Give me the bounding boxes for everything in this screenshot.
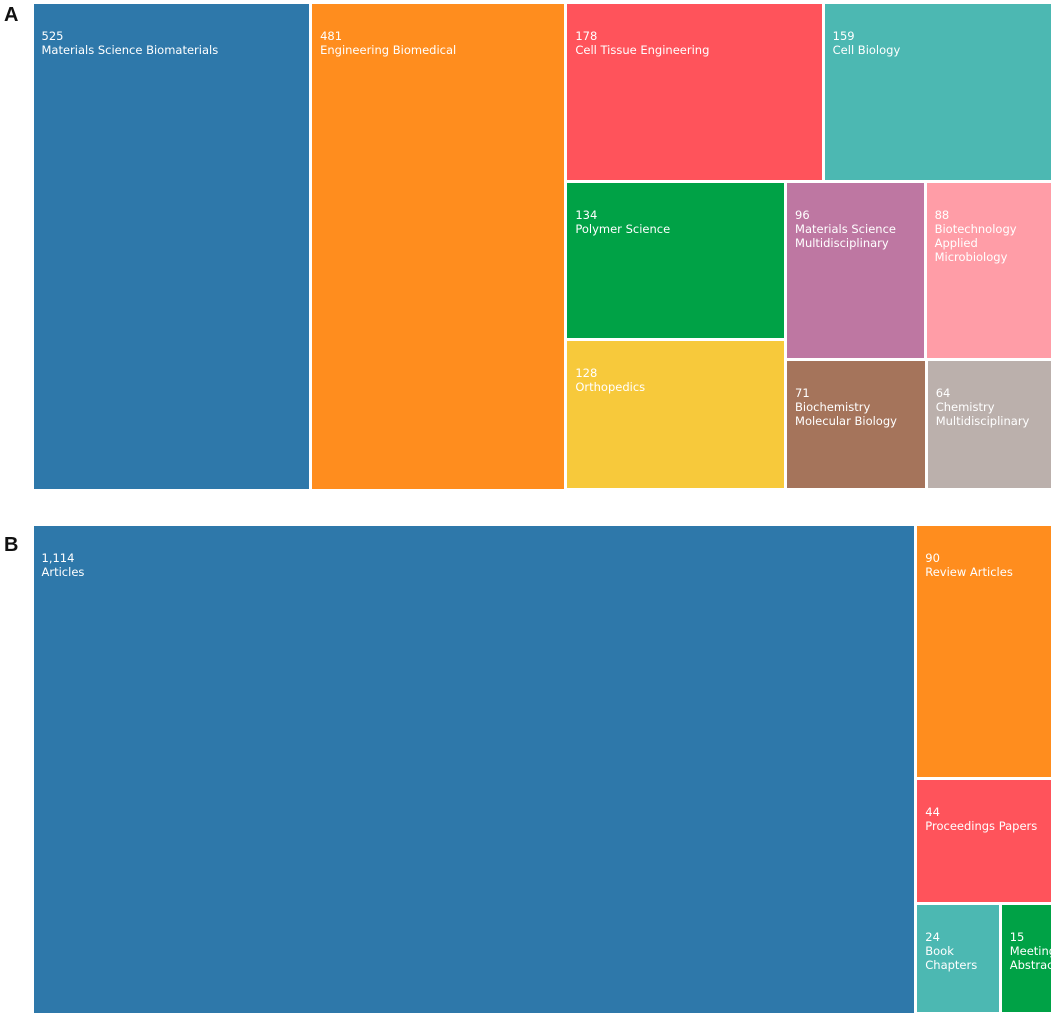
value-label: 15: [1009, 930, 1025, 945]
tile: 525 Materials Science Biomaterials: [33, 3, 310, 489]
category-label: Cell Tissue Engineering: [575, 42, 710, 57]
panel-label: A: [4, 4, 19, 26]
tile: 178 Cell Tissue Engineering: [567, 3, 822, 180]
category-label: Orthopedics: [575, 379, 646, 394]
category-label: Cell Biology: [832, 42, 901, 57]
category-label: Polymer Science: [575, 221, 671, 236]
value-label: 24: [925, 930, 940, 945]
category-label: Materials Science Multidisciplinary: [795, 221, 896, 250]
category-label: Biochemistry Molecular Biology: [795, 399, 897, 428]
tile: 96 Materials Science Multidisciplinary: [787, 182, 924, 358]
value-label: 134: [575, 207, 598, 222]
tile: 1,114 Articles: [33, 525, 915, 1013]
tile: 134 Polymer Science: [567, 182, 785, 338]
category-label: Biotechnology Applied Microbiology: [934, 221, 1017, 264]
value-label: 178: [575, 28, 598, 43]
value-label: 1,114: [41, 550, 75, 565]
tile: 71 Biochemistry Molecular Biology: [787, 360, 925, 489]
panel-label: B: [4, 534, 19, 556]
value-label: 159: [832, 28, 855, 43]
category-label: Engineering Biomedical: [320, 42, 457, 57]
tile: 88 Biotechnology Applied Microbiology: [926, 182, 1052, 358]
value-label: 44: [925, 805, 940, 820]
value-label: 71: [795, 385, 810, 400]
tile: 24 Book Chapters: [917, 905, 999, 1013]
category-label: Articles: [41, 564, 85, 579]
value-label: 128: [575, 365, 598, 380]
value-label: 90: [925, 550, 940, 565]
category-label: Proceedings Papers: [925, 819, 1038, 834]
tile: 159 Cell Biology: [824, 3, 1052, 180]
tile: 481 Engineering Biomedical: [312, 3, 565, 489]
value-label: 96: [795, 207, 810, 222]
tile: 64 Chemistry Multidisciplinary: [927, 360, 1052, 489]
category-label: Meeting Abstracts: [1009, 944, 1052, 973]
category-label: Chemistry Multidisciplinary: [935, 399, 1030, 428]
value-label: 88: [934, 207, 950, 222]
category-label: Materials Science Biomaterials: [41, 42, 219, 57]
value-label: 64: [935, 385, 951, 400]
tile: 44 Proceedings Papers: [917, 780, 1052, 903]
value-label: 481: [320, 28, 343, 43]
tile: 90 Review Articles: [917, 525, 1052, 778]
category-label: Book Chapters: [925, 944, 978, 973]
value-label: 525: [41, 28, 64, 43]
category-label: Review Articles: [925, 564, 1013, 579]
tile: 128 Orthopedics: [567, 340, 785, 489]
